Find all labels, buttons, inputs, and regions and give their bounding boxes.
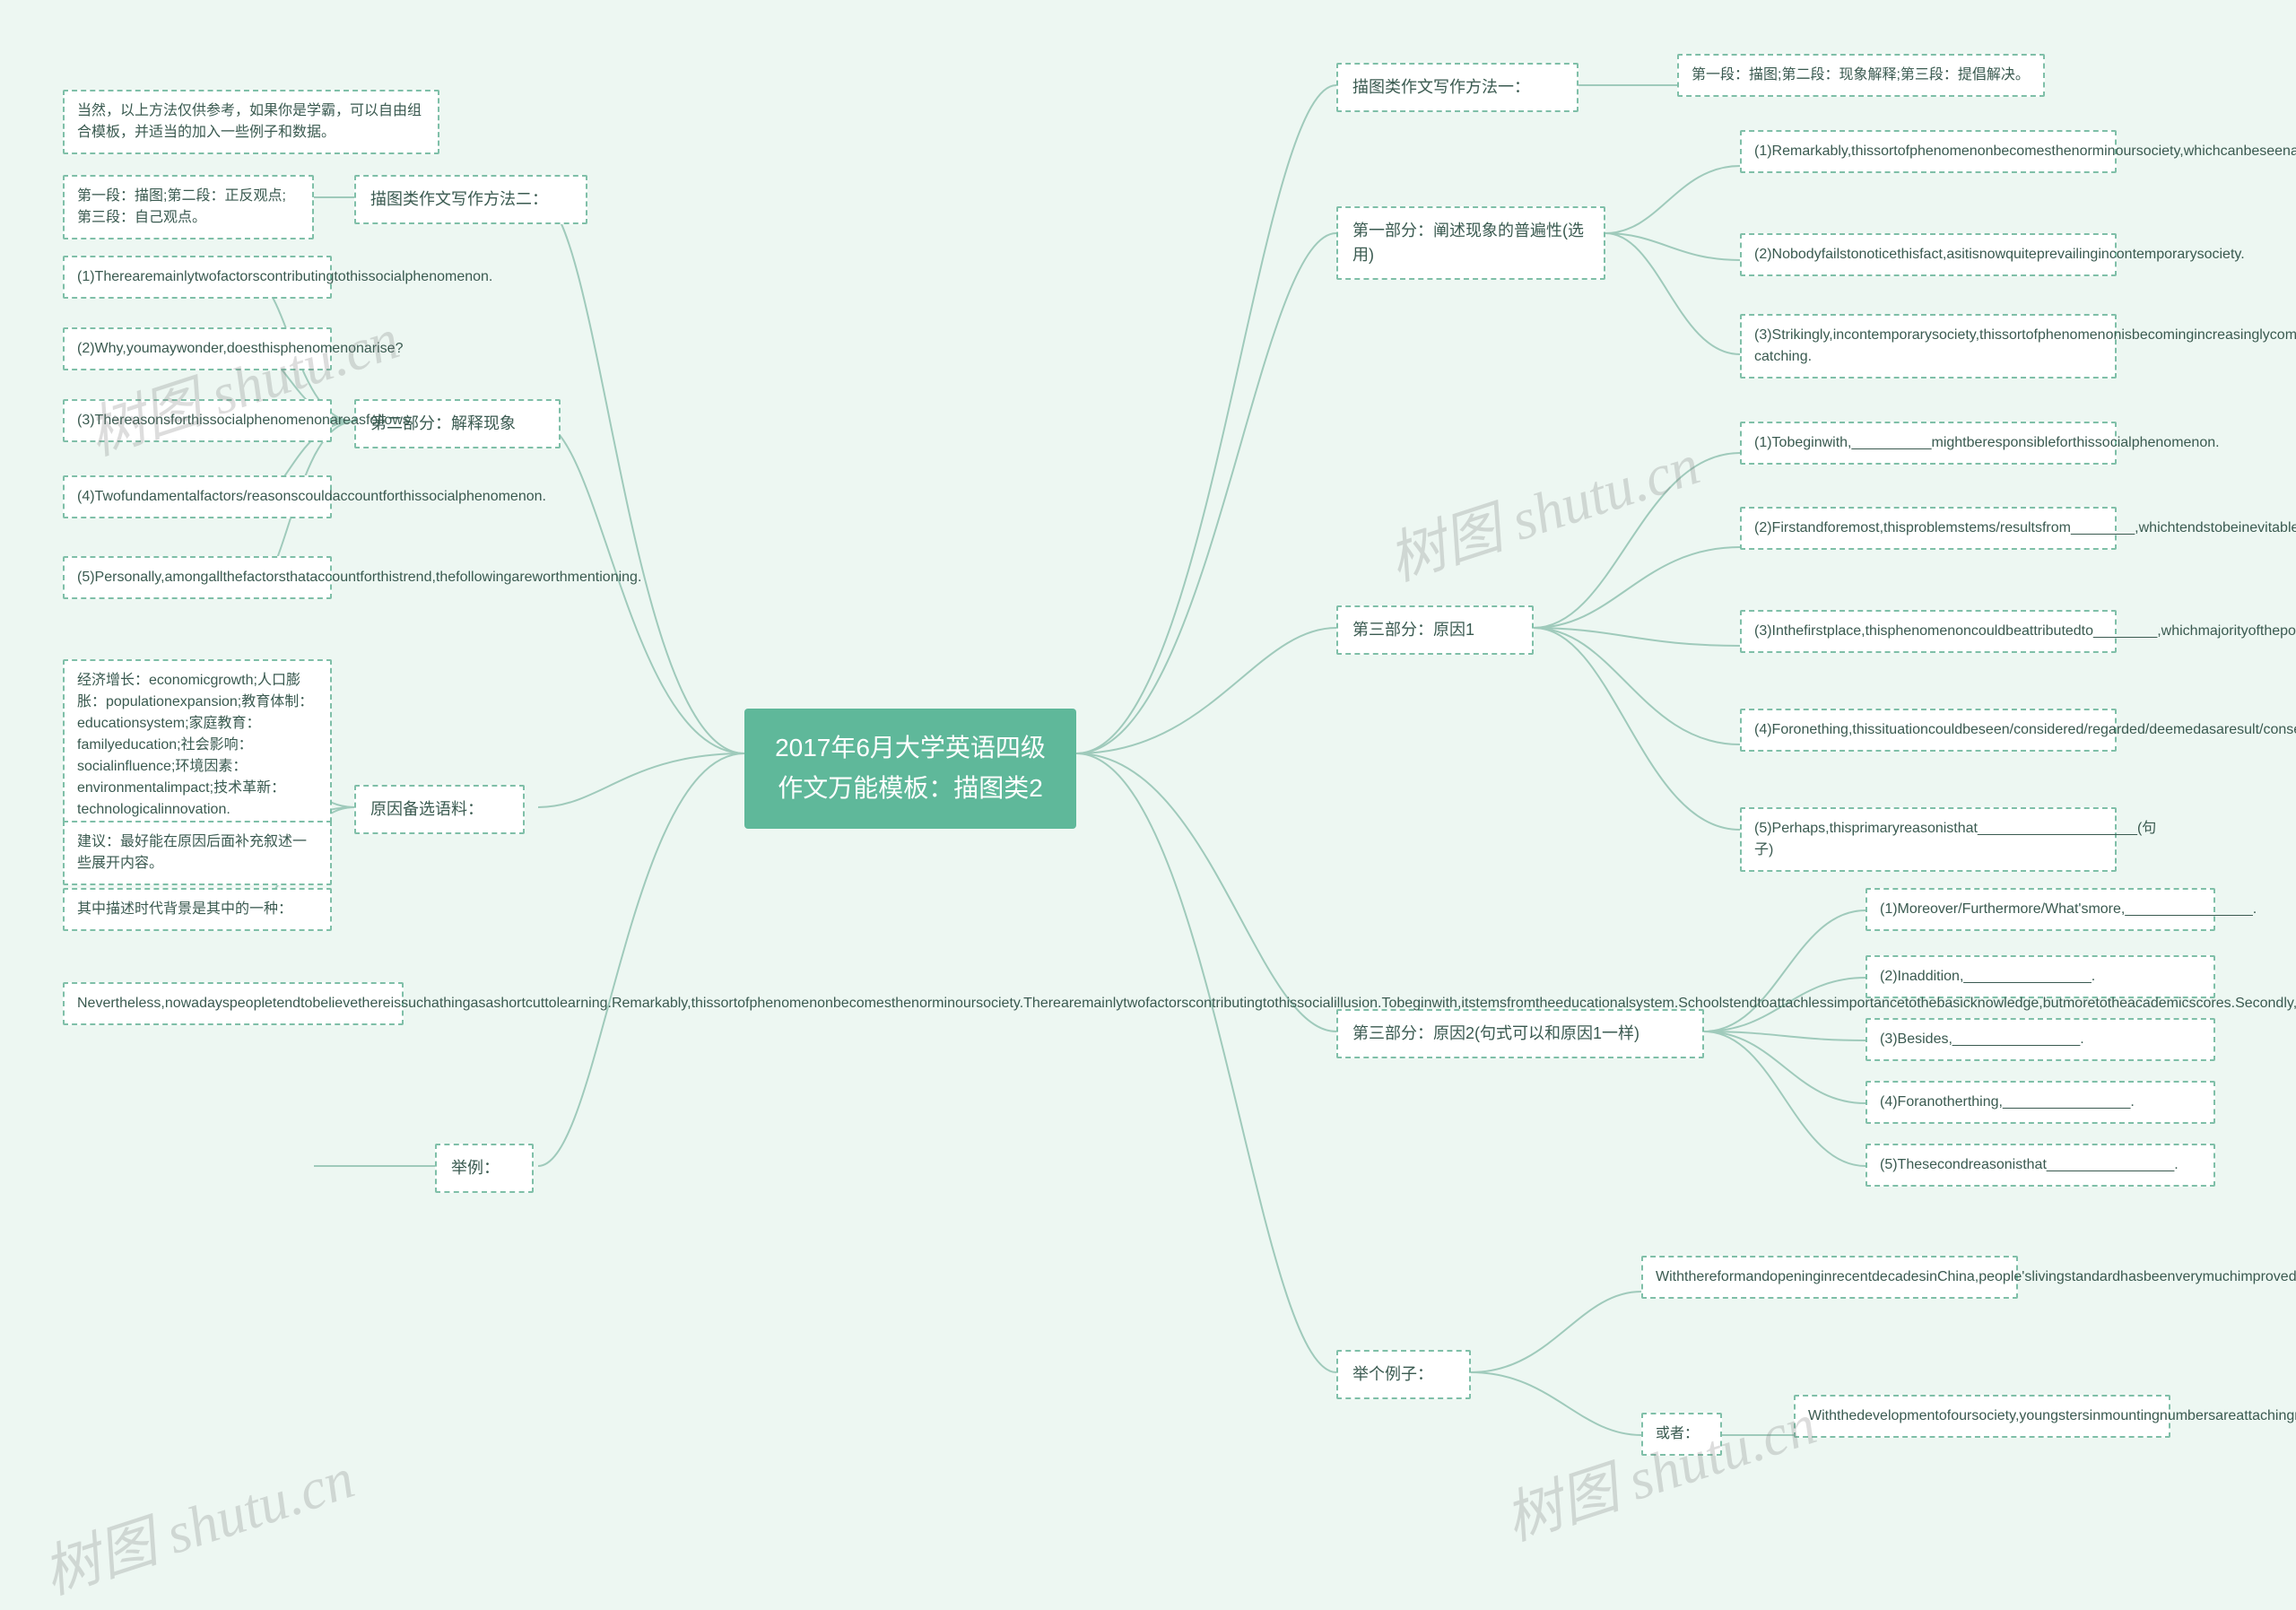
watermark-3: 树图 shutu.cn <box>1493 1379 1825 1556</box>
r-part3a-item-3: (4)Foronething,thissituationcouldbeseen/… <box>1740 709 2117 752</box>
l-reasons-text1: 经济增长：economicgrowth;人口膨胀：populationexpan… <box>63 659 332 831</box>
r-part3b-item-1: (2)Inaddition,________________. <box>1866 955 2215 998</box>
l-method2-desc: 第一段：描图;第二段：正反观点;第三段：自己观点。 <box>63 175 314 239</box>
l-part2-item-2: (3)Thereasonsforthissocialphenomenonarea… <box>63 399 332 442</box>
l-example-label: 举例： <box>435 1144 534 1193</box>
watermark-1: 树图 shutu.cn <box>31 1432 363 1610</box>
r-part3a-item-1: (2)Firstandforemost,thisproblemstems/res… <box>1740 507 2117 550</box>
r-part3a-label: 第三部分：原因1 <box>1336 605 1534 655</box>
l-method2-note: 当然，以上方法仅供参考，如果你是学霸，可以自由组合模板，并适当的加入一些例子和数… <box>63 90 439 154</box>
r-part3b-item-4: (5)Thesecondreasonisthat________________… <box>1866 1144 2215 1187</box>
r-part1-item-0: (1)Remarkably,thissortofphenomenonbecome… <box>1740 130 2117 173</box>
l-reasons-label: 原因备选语料： <box>354 785 525 834</box>
r-example-or: 或者： <box>1641 1413 1722 1456</box>
center-root: 2017年6月大学英语四级 作文万能模板：描图类2 <box>744 709 1076 829</box>
l-part2-item-1: (2)Why,youmaywonder,doesthisphenomenonar… <box>63 327 332 370</box>
center-line1: 2017年6月大学英语四级 <box>771 728 1049 769</box>
r-part1-label: 第一部分：阐述现象的普遍性(选用) <box>1336 206 1605 280</box>
l-example-text: Nevertheless,nowadayspeopletendtobelieve… <box>63 982 404 1025</box>
r-method1-desc: 第一段：描图;第二段：现象解释;第三段：提倡解决。 <box>1677 54 2045 97</box>
l-method2-label: 描图类作文写作方法二： <box>354 175 587 224</box>
r-part3b-item-3: (4)Foranotherthing,________________. <box>1866 1081 2215 1124</box>
r-part3b-item-0: (1)Moreover/Furthermore/What'smore,_____… <box>1866 888 2215 931</box>
r-part1-item-1: (2)Nobodyfailstonoticethisfact,asitisnow… <box>1740 233 2117 276</box>
l-reasons-text3: 其中描述时代背景是其中的一种： <box>63 888 332 931</box>
r-part3a-item-2: (3)Inthefirstplace,thisphenomenoncouldbe… <box>1740 610 2117 653</box>
r-part3b-item-2: (3)Besides,________________. <box>1866 1018 2215 1061</box>
center-line2: 作文万能模板：描图类2 <box>771 769 1049 809</box>
r-part1-item-2: (3)Strikingly,incontemporarysociety,this… <box>1740 314 2117 379</box>
watermark-2: 树图 shutu.cn <box>1377 419 1709 596</box>
r-example-label: 举个例子： <box>1336 1350 1471 1399</box>
r-part3b-label: 第三部分：原因2(句式可以和原因1一样) <box>1336 1009 1704 1058</box>
r-part3a-item-4: (5)Perhaps,thisprimaryreasonisthat______… <box>1740 807 2117 872</box>
l-part2-item-3: (4)Twofundamentalfactors/reasonscouldacc… <box>63 475 332 518</box>
l-reasons-text2: 建议：最好能在原因后面补充叙述一些展开内容。 <box>63 821 332 885</box>
r-method1-label: 描图类作文写作方法一： <box>1336 63 1578 112</box>
r-part3a-item-0: (1)Tobeginwith,__________mightberesponsi… <box>1740 422 2117 465</box>
r-example-text1: Withthereformandopeninginrecentdecadesin… <box>1641 1256 2018 1299</box>
r-example-text2: Withthedevelopmentofoursociety,youngster… <box>1794 1395 2170 1438</box>
l-part2-item-0: (1)Therearemainlytwofactorscontributingt… <box>63 256 332 299</box>
l-part2-item-4: (5)Personally,amongallthefactorsthatacco… <box>63 556 332 599</box>
